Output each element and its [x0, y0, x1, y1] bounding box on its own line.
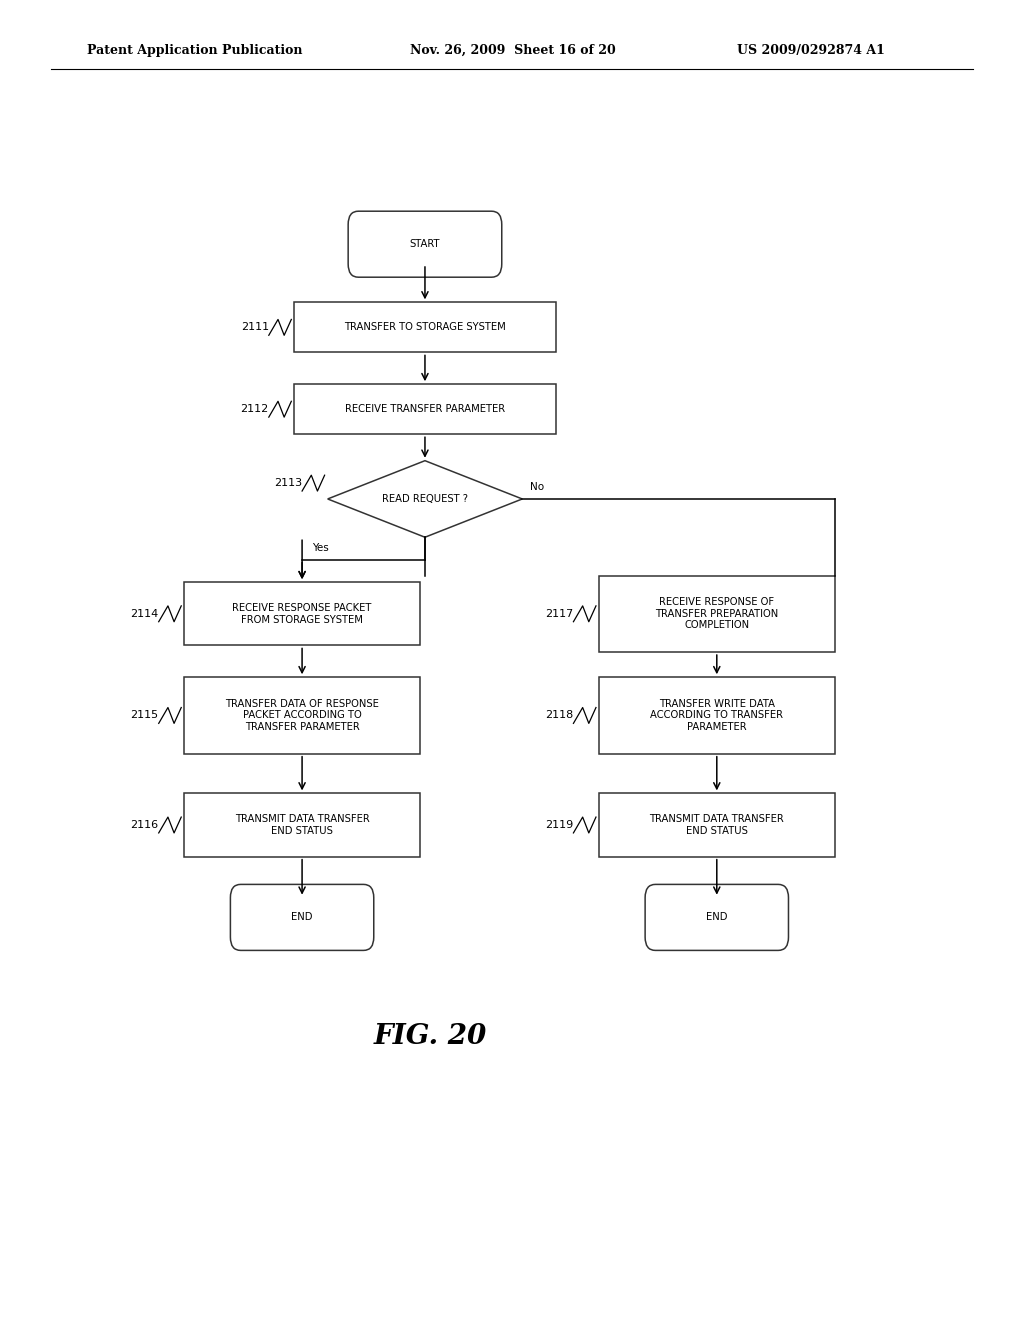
Text: RECEIVE RESPONSE OF
TRANSFER PREPARATION
COMPLETION: RECEIVE RESPONSE OF TRANSFER PREPARATION… [655, 597, 778, 631]
Text: Patent Application Publication: Patent Application Publication [87, 44, 302, 57]
FancyBboxPatch shape [348, 211, 502, 277]
Text: 2116: 2116 [131, 820, 159, 830]
Text: 2114: 2114 [130, 609, 159, 619]
Bar [184, 677, 420, 754]
Text: RECEIVE TRANSFER PARAMETER: RECEIVE TRANSFER PARAMETER [345, 404, 505, 414]
Bar [599, 576, 835, 652]
Text: 2119: 2119 [545, 820, 573, 830]
Bar [599, 677, 835, 754]
Text: 2113: 2113 [274, 478, 302, 488]
Bar [184, 582, 420, 645]
Text: TRANSMIT DATA TRANSFER
END STATUS: TRANSMIT DATA TRANSFER END STATUS [234, 814, 370, 836]
Text: FIG. 20: FIG. 20 [374, 1023, 486, 1049]
Text: TRANSFER DATA OF RESPONSE
PACKET ACCORDING TO
TRANSFER PARAMETER: TRANSFER DATA OF RESPONSE PACKET ACCORDI… [225, 698, 379, 733]
Text: END: END [292, 912, 312, 923]
Polygon shape [328, 461, 522, 537]
Text: TRANSFER WRITE DATA
ACCORDING TO TRANSFER
PARAMETER: TRANSFER WRITE DATA ACCORDING TO TRANSFE… [650, 698, 783, 733]
Bar [599, 793, 835, 857]
FancyBboxPatch shape [230, 884, 374, 950]
Bar [295, 302, 555, 352]
Bar [184, 793, 420, 857]
Text: 2111: 2111 [241, 322, 268, 333]
Text: TRANSFER TO STORAGE SYSTEM: TRANSFER TO STORAGE SYSTEM [344, 322, 506, 333]
Text: END: END [707, 912, 727, 923]
Bar [295, 384, 555, 434]
Text: READ REQUEST ?: READ REQUEST ? [382, 494, 468, 504]
Text: Nov. 26, 2009  Sheet 16 of 20: Nov. 26, 2009 Sheet 16 of 20 [410, 44, 615, 57]
Text: Yes: Yes [312, 543, 329, 553]
Text: No: No [530, 482, 545, 492]
FancyBboxPatch shape [645, 884, 788, 950]
Text: TRANSMIT DATA TRANSFER
END STATUS: TRANSMIT DATA TRANSFER END STATUS [649, 814, 784, 836]
Text: 2117: 2117 [545, 609, 573, 619]
Text: US 2009/0292874 A1: US 2009/0292874 A1 [737, 44, 885, 57]
Text: RECEIVE RESPONSE PACKET
FROM STORAGE SYSTEM: RECEIVE RESPONSE PACKET FROM STORAGE SYS… [232, 603, 372, 624]
Text: 2118: 2118 [545, 710, 573, 721]
Text: 2115: 2115 [131, 710, 159, 721]
Text: 2112: 2112 [241, 404, 268, 414]
Text: START: START [410, 239, 440, 249]
